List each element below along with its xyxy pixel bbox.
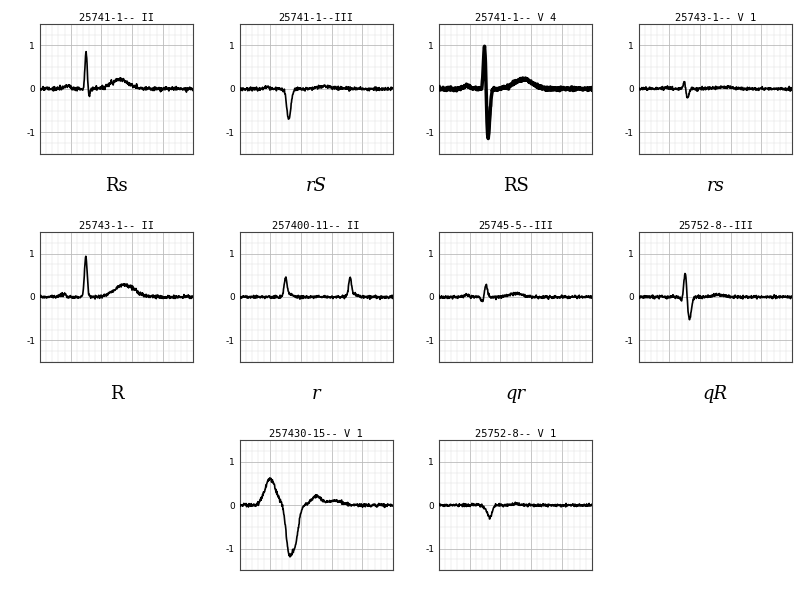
- Text: qr: qr: [506, 386, 526, 403]
- Title: 25743-1-- II: 25743-1-- II: [79, 221, 154, 231]
- Title: 25745-5--III: 25745-5--III: [478, 221, 554, 231]
- Title: 25741-1--III: 25741-1--III: [278, 13, 354, 23]
- Title: 257430-15-- V 1: 257430-15-- V 1: [270, 429, 363, 440]
- Title: 257400-11-- II: 257400-11-- II: [273, 221, 360, 231]
- Text: rS: rS: [306, 177, 326, 195]
- Text: r: r: [312, 386, 321, 403]
- Title: 25752-8-- V 1: 25752-8-- V 1: [475, 429, 556, 440]
- Text: rs: rs: [706, 177, 724, 195]
- Text: qR: qR: [702, 386, 728, 403]
- Text: Rs: Rs: [106, 177, 128, 195]
- Title: 25752-8--III: 25752-8--III: [678, 221, 753, 231]
- Title: 25741-1-- II: 25741-1-- II: [79, 13, 154, 23]
- Title: 25741-1-- V 4: 25741-1-- V 4: [475, 13, 556, 23]
- Title: 25743-1-- V 1: 25743-1-- V 1: [674, 13, 756, 23]
- Text: RS: RS: [503, 177, 529, 195]
- Text: R: R: [110, 386, 123, 403]
